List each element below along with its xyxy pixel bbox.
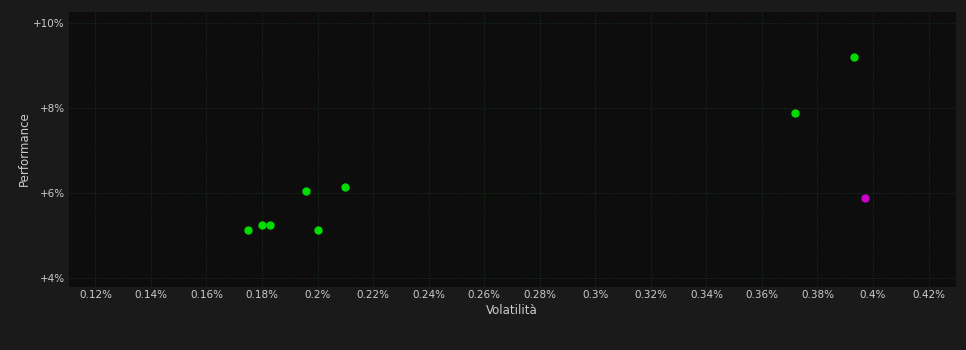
- X-axis label: Volatilità: Volatilità: [486, 304, 538, 317]
- Point: [787, 110, 803, 116]
- Point: [338, 184, 354, 190]
- Point: [857, 195, 872, 201]
- Y-axis label: Performance: Performance: [17, 111, 31, 186]
- Point: [263, 223, 278, 228]
- Point: [310, 227, 326, 232]
- Point: [241, 227, 256, 232]
- Point: [254, 223, 270, 228]
- Point: [298, 189, 314, 194]
- Point: [846, 55, 862, 60]
